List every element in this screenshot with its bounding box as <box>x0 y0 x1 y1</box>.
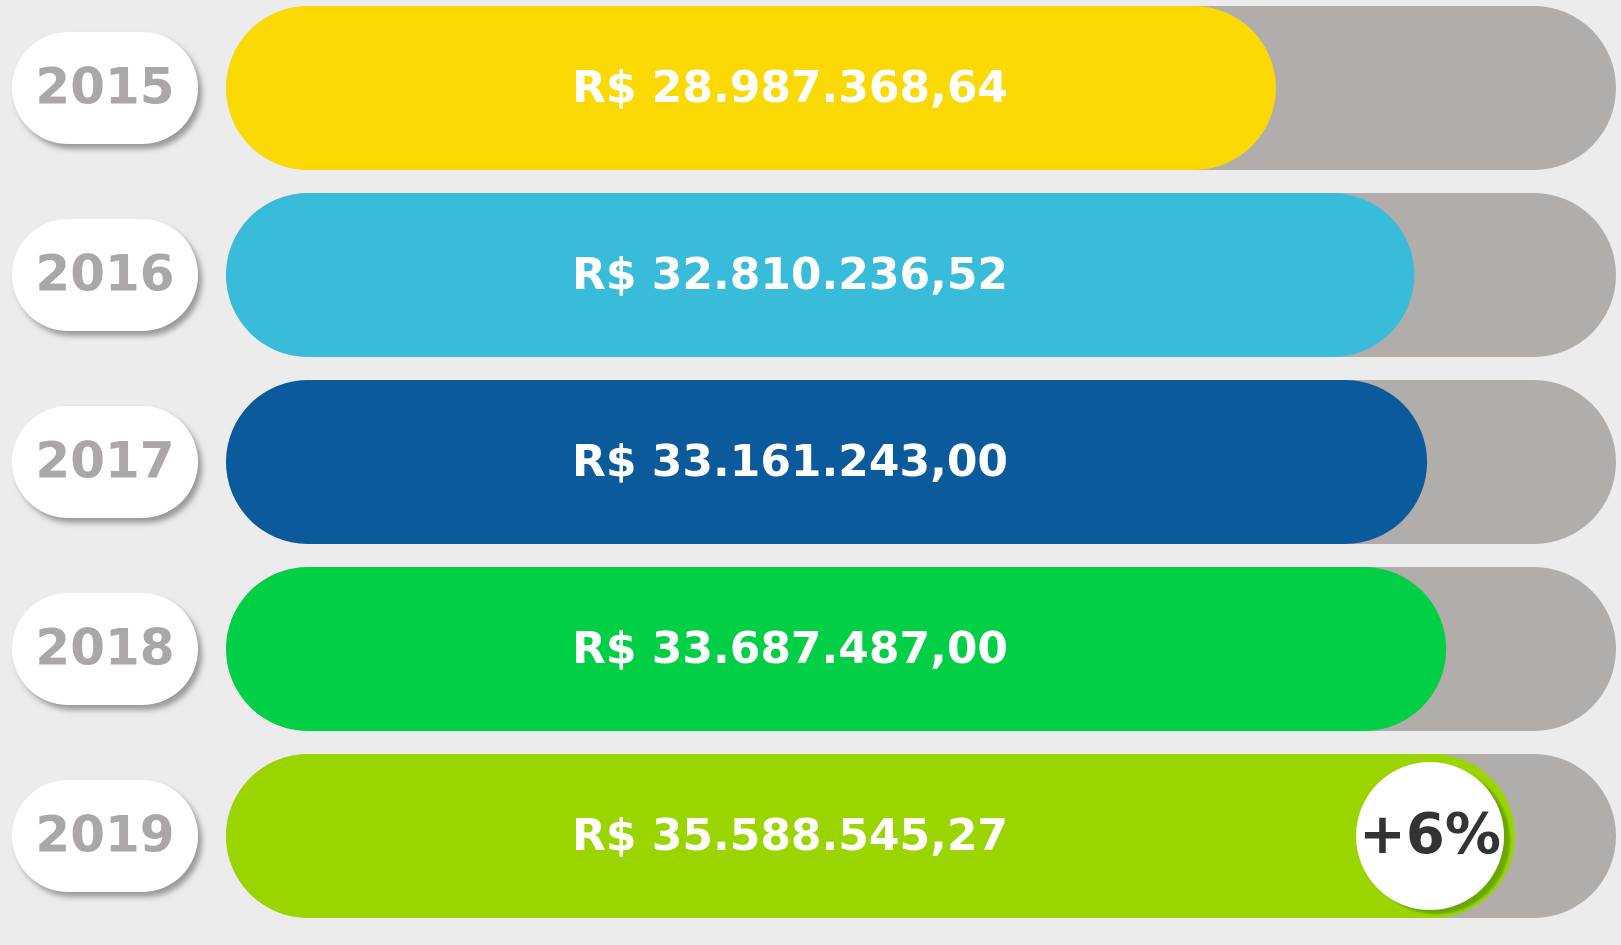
annotation-badge <box>1356 762 1504 910</box>
value-label: R$ 28.987.368,64 <box>572 62 1008 113</box>
year-pill <box>12 780 198 892</box>
year-pill <box>12 219 198 331</box>
bar <box>226 754 1515 918</box>
bar <box>226 6 1276 170</box>
bar <box>226 567 1447 731</box>
year-label: 2017 <box>35 432 174 490</box>
year-label: 2019 <box>35 806 174 864</box>
year-pill <box>12 593 198 705</box>
annotation: +6% <box>1359 802 1501 867</box>
year-pill <box>12 406 198 518</box>
value-label: R$ 32.810.236,52 <box>572 249 1008 300</box>
year-label: 2016 <box>35 245 174 303</box>
bar <box>226 380 1428 544</box>
value-label: R$ 35.588.545,27 <box>572 810 1008 861</box>
year-label: 2018 <box>35 619 174 677</box>
year-label: 2015 <box>35 58 174 116</box>
value-label: R$ 33.687.487,00 <box>572 623 1008 674</box>
year-pill <box>12 32 198 144</box>
value-label: R$ 33.161.243,00 <box>572 436 1008 487</box>
bar <box>226 193 1415 357</box>
